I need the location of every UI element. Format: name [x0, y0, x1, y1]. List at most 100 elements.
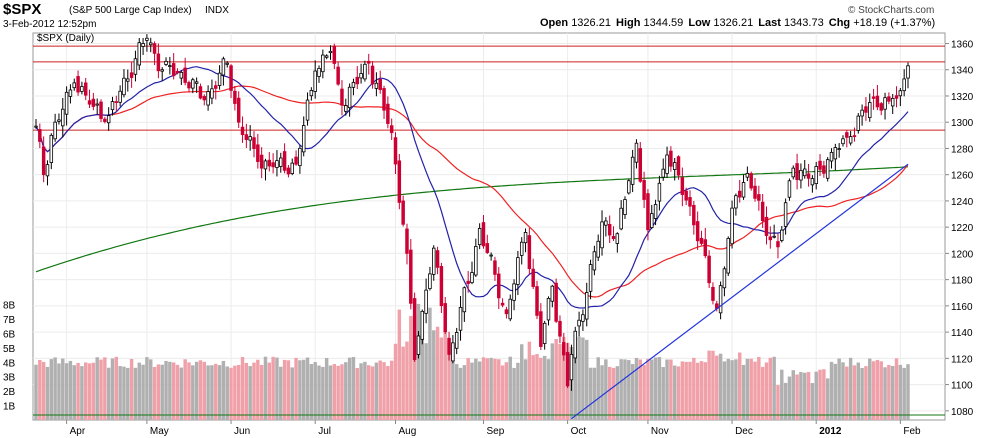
candle-body: [852, 135, 857, 137]
candle-body: [99, 101, 103, 119]
candle-body: [229, 65, 233, 91]
volume-bar: [619, 359, 623, 420]
candle-body: [435, 250, 440, 268]
y-tick-label: 1120: [951, 354, 973, 365]
volume-tick-label: 4B: [3, 358, 16, 369]
candle-body: [825, 159, 830, 179]
symbol-name: (S&P 500 Large Cap Index): [69, 5, 192, 16]
volume-bar: [841, 362, 845, 420]
candle-body: [305, 99, 310, 121]
volume-bar: [741, 364, 746, 420]
volume-bar: [214, 363, 218, 420]
volume-bar: [650, 359, 654, 420]
candle-body: [206, 91, 210, 106]
volume-bar: [577, 336, 581, 420]
volume-bar: [321, 366, 325, 420]
candle-body: [164, 60, 168, 65]
candle-body: [523, 232, 528, 244]
candle-body: [122, 77, 126, 96]
volume-bar: [256, 359, 260, 420]
volume-bar: [152, 366, 157, 420]
volume-bar: [519, 344, 524, 420]
volume-tick-label: 6B: [3, 329, 16, 340]
trendline-group: [571, 163, 909, 420]
volume-bar: [795, 374, 799, 420]
low-label: Low: [688, 17, 711, 29]
candle-body: [317, 68, 321, 77]
candle-body: [802, 168, 807, 177]
volume-tick-label: 8B: [3, 301, 16, 312]
candle-body: [730, 207, 734, 245]
change-value: +18.19 (+1.37%): [853, 17, 936, 29]
volume-bar: [80, 366, 84, 420]
volume-bar: [535, 354, 539, 420]
candle-body: [856, 115, 861, 131]
volume-bar: [267, 362, 272, 420]
volume-bar: [236, 364, 241, 420]
volume-bar: [248, 366, 252, 420]
volume-bar: [753, 361, 757, 420]
candle-body: [236, 97, 241, 123]
candle-body: [409, 249, 413, 304]
volume-bar: [856, 362, 861, 420]
volume-bar: [252, 362, 256, 420]
candle-body: [745, 172, 750, 178]
x-tick-label: May: [150, 426, 169, 437]
candle-body: [424, 289, 428, 314]
candle-body: [53, 121, 57, 140]
candle-body: [133, 58, 138, 75]
volume-bar: [749, 358, 753, 420]
volume-bar: [531, 355, 535, 420]
candle-body: [906, 65, 910, 79]
volume-bar: [474, 358, 478, 420]
candle-body: [695, 221, 700, 242]
candle-body: [87, 100, 92, 105]
volume-bar: [454, 364, 459, 420]
y-tick-label: 1260: [951, 171, 974, 182]
candle-body: [829, 151, 834, 162]
volume-bar: [405, 341, 409, 420]
candle-body: [508, 298, 512, 320]
volume-bar: [118, 366, 122, 420]
candle-body: [607, 223, 612, 236]
volume-bar: [83, 362, 88, 420]
candle-body: [531, 268, 535, 287]
candle-body: [680, 177, 685, 195]
candle-body: [638, 148, 643, 182]
volume-bar: [611, 367, 616, 420]
candle-body: [848, 136, 853, 144]
volume-bar: [806, 372, 811, 420]
candle-body: [562, 342, 566, 356]
candle-body: [795, 163, 799, 181]
candle-body: [669, 150, 673, 167]
volume-bar: [516, 362, 520, 420]
volume-bar: [707, 350, 711, 420]
volume-bar: [198, 360, 203, 420]
volume-bar: [688, 361, 692, 420]
volume-bar: [160, 364, 164, 420]
volume-bar: [890, 366, 895, 420]
candle-body: [252, 137, 256, 149]
volume-bar: [634, 357, 639, 420]
candle-body: [187, 82, 191, 89]
volume-bar: [726, 358, 730, 420]
candle-body: [152, 43, 157, 54]
candle-body: [271, 162, 275, 168]
candle-body: [887, 96, 891, 102]
candle-body: [722, 268, 727, 289]
change-label: Chg: [828, 17, 851, 29]
volume-bar: [149, 359, 153, 420]
candle-body: [535, 286, 539, 316]
volume-bar: [462, 365, 467, 420]
candle-body: [38, 129, 42, 142]
volume-bar: [585, 339, 589, 420]
candle-body: [355, 76, 360, 85]
candle-body: [822, 165, 826, 174]
x-axis-ticks: Apr May Jun Jul Aug Sep Oct Nov Dec 2012 Feb: [66, 420, 921, 437]
volume-bar: [106, 367, 111, 420]
volume-bar: [600, 365, 604, 420]
volume-bar: [715, 355, 719, 420]
volume-bar: [367, 365, 371, 420]
volume-bar: [229, 367, 233, 420]
